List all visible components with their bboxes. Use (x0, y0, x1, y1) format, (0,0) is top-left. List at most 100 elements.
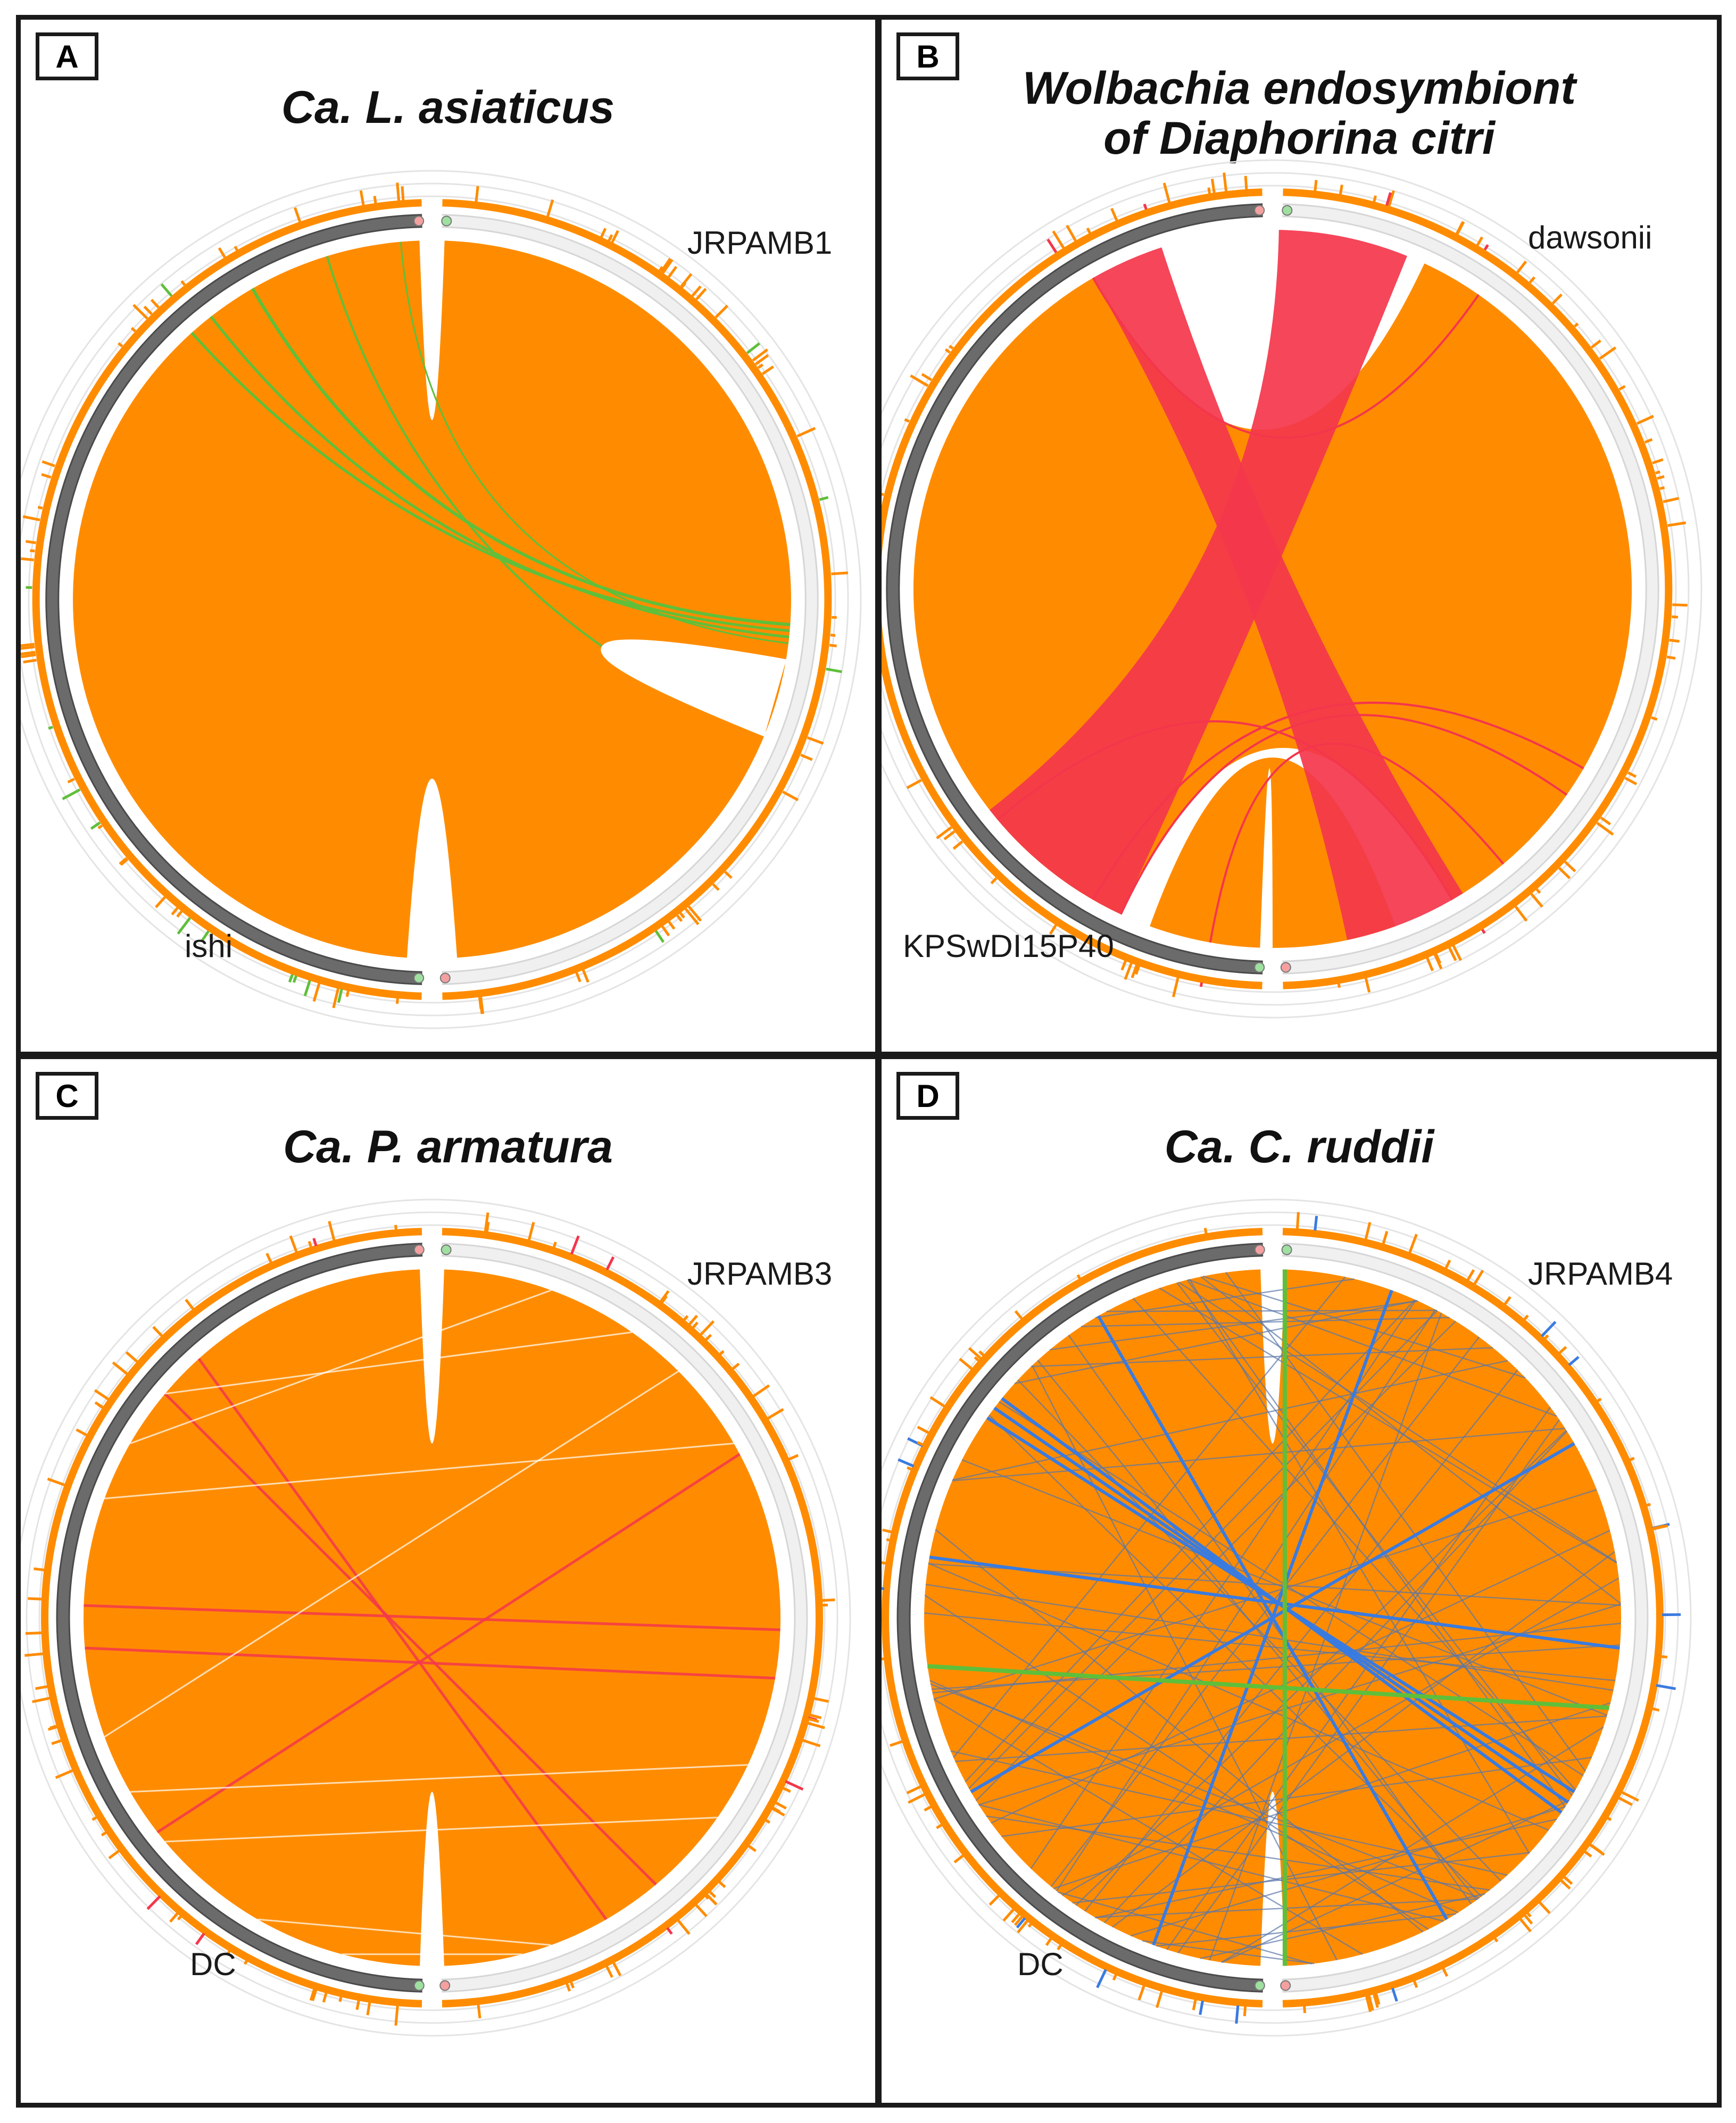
link-line (164, 1393, 657, 1886)
coverage-tick (308, 1241, 313, 1248)
coverage-tick (1669, 638, 1680, 643)
coverage-tick (1017, 1919, 1029, 1934)
coverage-tick (484, 1212, 489, 1233)
coverage-tick (150, 298, 160, 309)
ring-marker (413, 215, 425, 227)
link-line (999, 1401, 1584, 1776)
coverage-tick (292, 975, 298, 983)
coverage-tick (155, 896, 166, 909)
coverage-tick (785, 1780, 804, 1791)
coverage-tick (1096, 1969, 1107, 1988)
coverage-tick (708, 1890, 717, 1899)
coverage-tick (359, 190, 365, 206)
link-chord (251, 287, 791, 627)
coverage-tick (1599, 346, 1617, 360)
panel-c: C Ca. P. armatura JRPAMB3 DC (16, 1054, 880, 2108)
link-line (1200, 1276, 1622, 1604)
coverage-tick (953, 1854, 965, 1863)
coverage-tick (1244, 176, 1248, 190)
coverage-tick (731, 1362, 740, 1371)
coverage-tick (1568, 1355, 1580, 1367)
link-line (1178, 1281, 1617, 1563)
coverage-tick (943, 830, 956, 840)
coverage-tick (1551, 293, 1563, 305)
coverage-tick (1503, 1296, 1511, 1306)
coverage-tick (1657, 475, 1665, 480)
panel-title-line: Ca. P. armatura (283, 1121, 613, 1172)
coverage-tick (659, 266, 664, 272)
coverage-tick (1652, 458, 1664, 464)
coverage-tick (787, 1454, 799, 1461)
coverage-tick (774, 1801, 787, 1810)
link-chord (190, 331, 790, 632)
link-layer (913, 230, 1632, 948)
coverage-track (442, 199, 832, 1000)
guide-ring (882, 159, 1702, 1019)
panel-letter: B (896, 32, 959, 80)
coverage-tick (1203, 1228, 1208, 1235)
coverage-tick (1110, 207, 1118, 221)
coverage-tick (1529, 276, 1536, 284)
coverage-tick (1523, 1314, 1529, 1321)
coverage-tick (612, 1961, 622, 1977)
coverage-tick (1339, 184, 1343, 195)
coverage-tick (21, 557, 34, 562)
coverage-tick (684, 908, 700, 926)
coverage-tick (683, 1315, 689, 1322)
inverted-ribbon (1093, 247, 1463, 940)
panel-title-line: Ca. L. asiaticus (281, 82, 615, 133)
coverage-tick (132, 304, 148, 320)
coverage-tick (1538, 1901, 1551, 1914)
coverage-tick (660, 1295, 668, 1304)
coverage-tick (1452, 945, 1463, 961)
coverage-tick (1192, 1999, 1197, 2011)
coverage-tick (906, 1785, 923, 1795)
coverage-tick (125, 1351, 139, 1363)
coverage-tick (605, 1256, 615, 1271)
coverage-tick (600, 228, 607, 238)
coverage-tick (705, 1893, 718, 1906)
coverage-tick (90, 821, 101, 830)
coverage-tick (1523, 1913, 1533, 1925)
coverage-tick (575, 972, 582, 983)
coverage-tick (24, 1652, 45, 1657)
coverage-tick (101, 1830, 108, 1837)
coverage-tick (1530, 893, 1543, 908)
link-line (1014, 1300, 1417, 1385)
link-line (1156, 1913, 1456, 1947)
coverage-tick (766, 1408, 784, 1420)
coverage-tick (1627, 771, 1637, 778)
coverage-tick (1518, 1917, 1532, 1933)
coverage-tick (226, 1950, 231, 1956)
coverage-tick (1516, 260, 1527, 273)
coverage-tick (1636, 414, 1654, 425)
coverage-tick (1391, 1987, 1398, 2002)
coverage-tick (177, 917, 191, 935)
ref-ring (887, 205, 1263, 973)
coverage-tick (94, 1401, 105, 1409)
coverage-tick (1655, 470, 1660, 474)
coverage-tick (830, 634, 836, 637)
tick-layer (882, 1212, 1681, 2024)
coverage-tick (265, 1253, 273, 1264)
coverage-tick (694, 1903, 708, 1917)
gap-line (130, 1289, 552, 1444)
coverage-tick (715, 304, 729, 319)
link-layer (83, 1269, 781, 1966)
coverage-tick (1651, 1524, 1668, 1531)
query-genome-label: dawsonii (1528, 220, 1652, 255)
coverage-tick (1473, 1270, 1484, 1286)
link-line (1057, 1891, 1313, 1965)
coverage-tick (337, 989, 343, 1003)
coverage-tick (1408, 1234, 1418, 1254)
coverage-tick (1027, 1922, 1033, 1928)
coverage-tick (699, 1320, 715, 1336)
coverage-tick (936, 826, 952, 839)
link-line (1132, 1297, 1576, 1791)
panel-letter: C (36, 1072, 98, 1120)
coverage-tick (1514, 905, 1528, 922)
coverage-tick (704, 1334, 712, 1342)
ring-marker (1254, 1980, 1265, 1991)
coverage-tick (171, 907, 179, 915)
coverage-tick (752, 348, 768, 362)
